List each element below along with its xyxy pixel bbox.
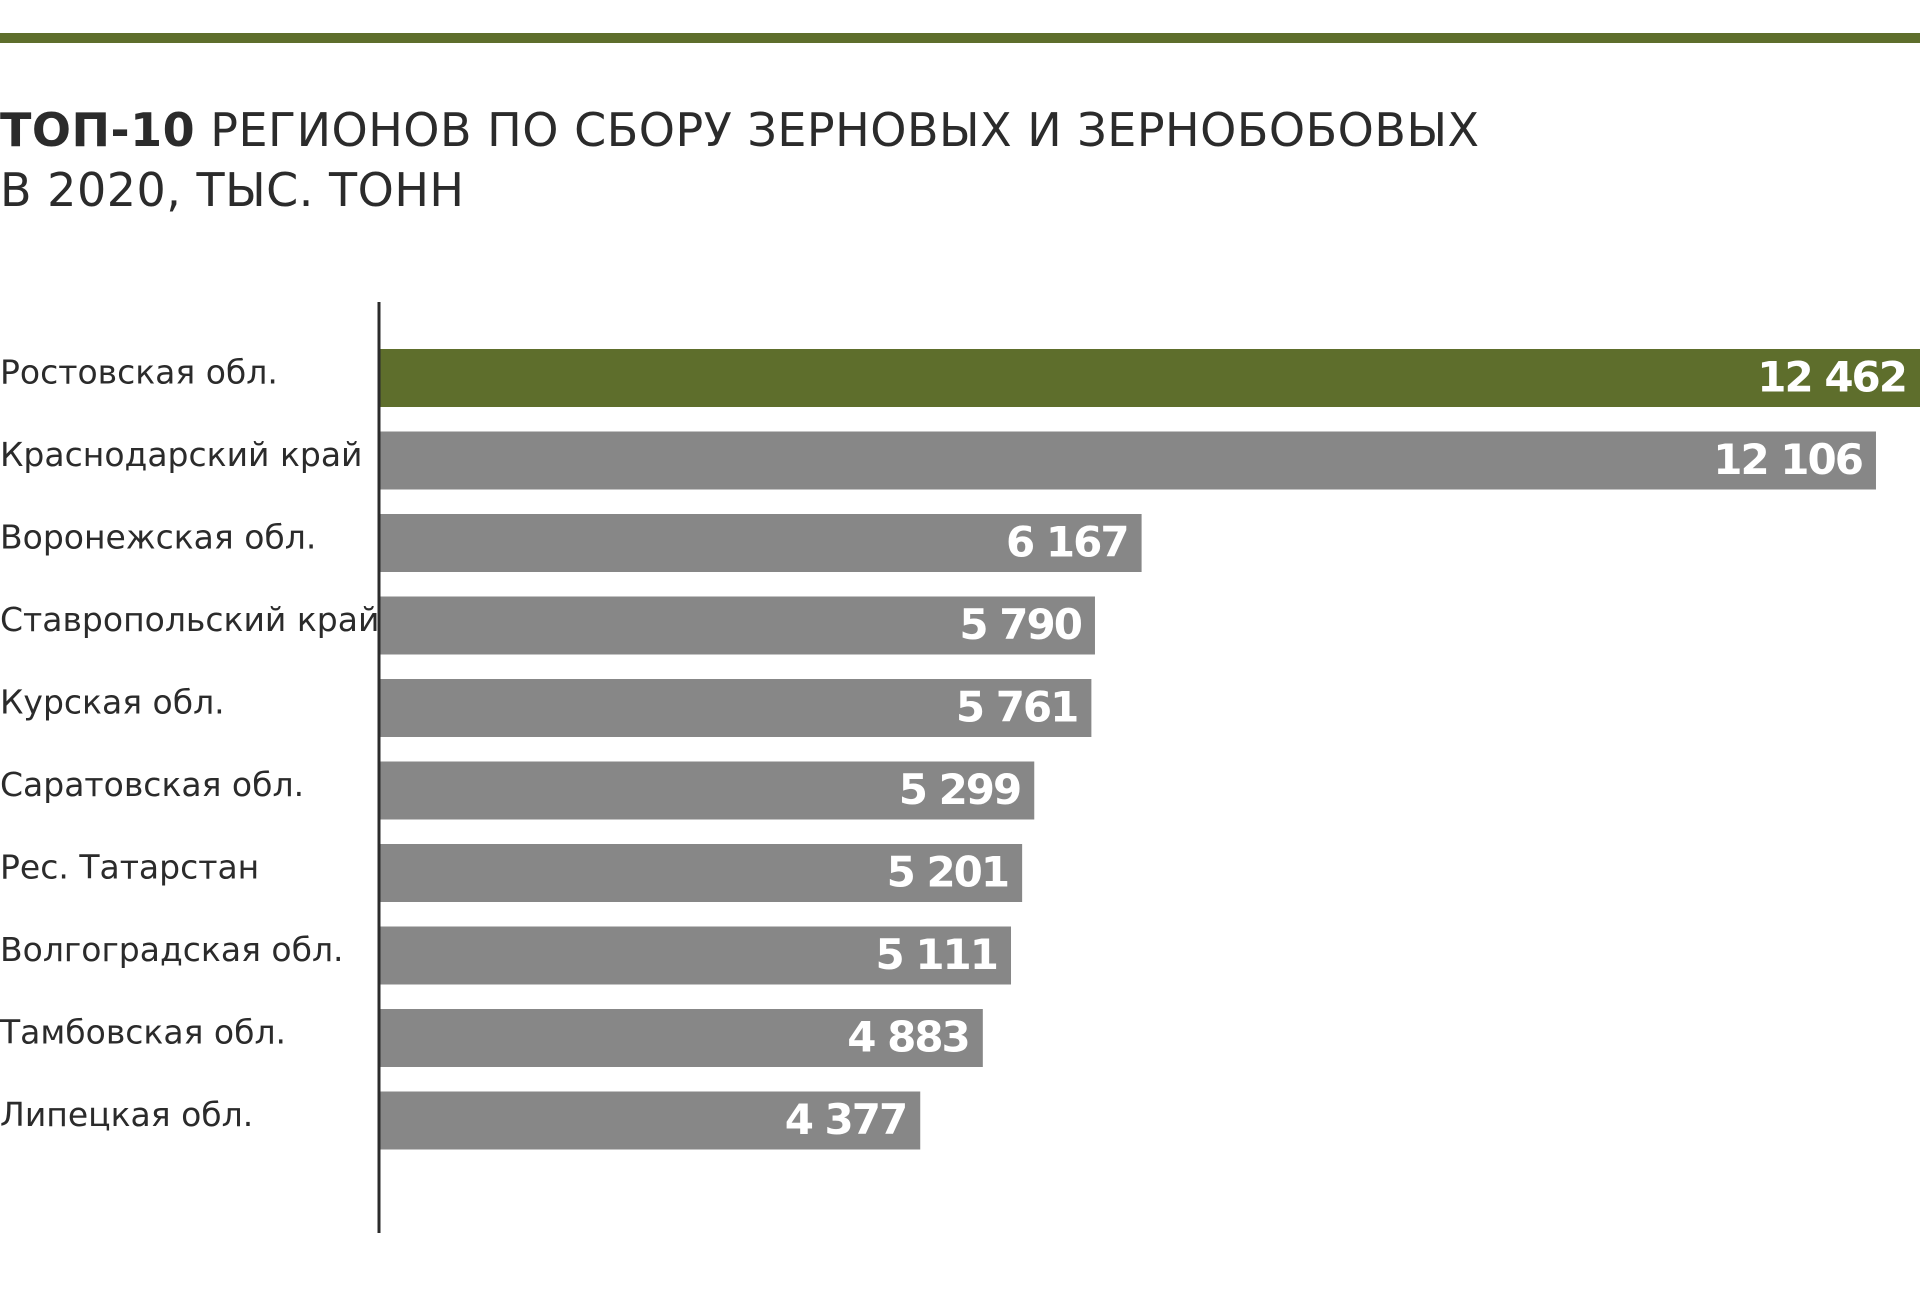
- value-label-4: 5 790: [959, 600, 1081, 649]
- title-bold-part: ТОП-10: [0, 103, 196, 157]
- category-label-5: Курская обл.: [0, 683, 225, 722]
- category-label-4: Ставропольский край: [0, 600, 379, 639]
- value-label-8: 5 111: [875, 930, 997, 979]
- category-label-3: Воронежская обл.: [0, 518, 316, 557]
- bar-8: [379, 926, 1012, 985]
- category-label-6: Саратовская обл.: [0, 765, 304, 804]
- chart-title: ТОП-10 РЕГИОНОВ ПО СБОРУ ЗЕРНОВЫХ И ЗЕРН…: [0, 100, 1700, 220]
- bar-3: [379, 514, 1142, 572]
- bar-5: [379, 679, 1092, 737]
- category-label-2: Краснодарский край: [0, 435, 363, 474]
- category-label-8: Волгоградская обл.: [0, 930, 344, 969]
- category-label-7: Рес. Татарстан: [0, 848, 259, 887]
- value-label-10: 4 377: [785, 1095, 907, 1144]
- top-accent-rule: [0, 33, 1920, 43]
- bar-4: [379, 596, 1095, 655]
- bar-9: [379, 1009, 983, 1067]
- value-label-5: 5 761: [956, 683, 1078, 732]
- title-line-1: ТОП-10 РЕГИОНОВ ПО СБОРУ ЗЕРНОВЫХ И ЗЕРН…: [0, 100, 1700, 160]
- category-label-10: Липецкая обл.: [0, 1095, 253, 1134]
- value-label-9: 4 883: [847, 1013, 969, 1062]
- bar-1: [379, 349, 1920, 407]
- value-label-3: 6 167: [1006, 518, 1128, 567]
- category-label-9: Тамбовская обл.: [0, 1013, 286, 1052]
- bar-10: [379, 1091, 921, 1150]
- value-label-2: 12 106: [1713, 435, 1862, 484]
- value-label-6: 5 299: [899, 765, 1021, 814]
- value-label-7: 5 201: [887, 848, 1009, 897]
- title-line-2: В 2020, ТЫС. ТОНН: [0, 163, 465, 217]
- title-rest: РЕГИОНОВ ПО СБОРУ ЗЕРНОВЫХ И ЗЕРНОБОБОВЫ…: [195, 103, 1480, 157]
- bar-7: [379, 844, 1023, 902]
- bar-2: [379, 431, 1876, 490]
- value-label-1: 12 462: [1757, 353, 1906, 402]
- bar-6: [379, 761, 1035, 820]
- category-label-1: Ростовская обл.: [0, 353, 278, 392]
